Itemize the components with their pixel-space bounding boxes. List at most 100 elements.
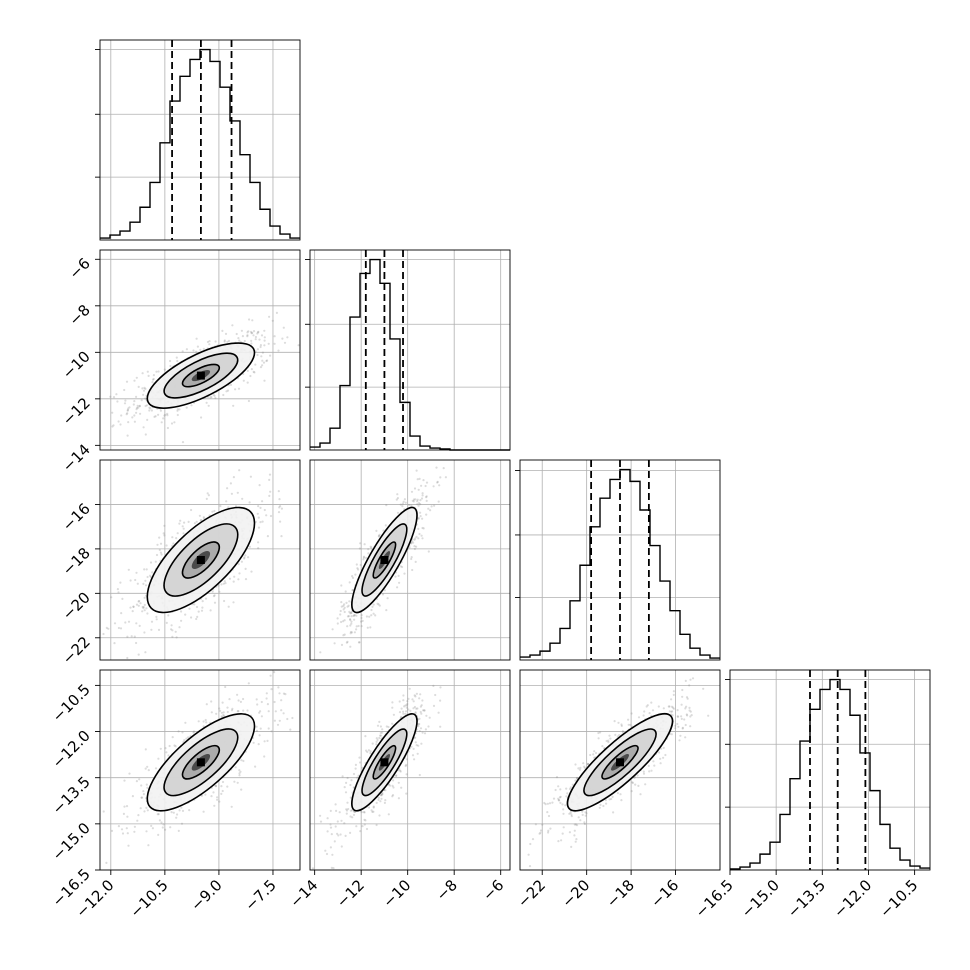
sample-point [119, 627, 123, 630]
sample-point [246, 331, 249, 334]
sample-point [357, 568, 360, 571]
sample-point [353, 613, 356, 617]
sample-point [244, 578, 248, 581]
sample-point [226, 389, 230, 392]
sample-point [261, 520, 264, 523]
sample-point [348, 600, 351, 603]
sample-point [375, 737, 378, 740]
sample-point [399, 769, 402, 772]
sample-point [379, 800, 382, 803]
sample-point [222, 393, 225, 397]
sample-point [425, 714, 428, 717]
sample-point [176, 359, 179, 363]
sample-point [257, 541, 260, 544]
sample-point [119, 423, 122, 426]
sample-point [335, 809, 338, 813]
sample-point [269, 674, 272, 677]
sample-point [415, 545, 418, 548]
sample-point [258, 734, 261, 737]
sample-point [134, 578, 137, 582]
sample-point [147, 844, 150, 847]
sample-point [232, 580, 235, 583]
sample-point [214, 340, 217, 343]
sample-point [250, 339, 253, 342]
sample-point [685, 696, 689, 699]
sample-point [539, 829, 543, 832]
sample-point [405, 706, 408, 709]
sample-point [616, 735, 619, 738]
sample-point [384, 524, 387, 527]
sample-point [145, 607, 148, 610]
sample-point [202, 517, 206, 520]
sample-point [664, 753, 667, 757]
sample-point [195, 617, 198, 621]
sample-point [420, 534, 423, 537]
scatter-panel-2-1 [309, 459, 511, 661]
sample-point [584, 814, 587, 817]
y-tick-label: −12.0 [49, 727, 94, 772]
sample-point [257, 505, 260, 508]
sample-point [547, 829, 550, 832]
sample-point [670, 705, 674, 708]
sample-point [239, 700, 242, 704]
sample-point [642, 772, 646, 775]
sample-point [256, 703, 259, 706]
sample-point [257, 547, 260, 550]
sample-point [379, 734, 382, 737]
y-tick-label: −8 [65, 301, 93, 329]
sample-point [415, 535, 418, 539]
sample-point [181, 441, 185, 444]
sample-point [188, 607, 191, 610]
sample-point [657, 705, 660, 708]
sample-point [254, 335, 257, 339]
sample-point [401, 505, 404, 508]
sample-point [416, 752, 419, 755]
sample-point [349, 618, 352, 622]
sample-point [677, 725, 680, 728]
sample-point [142, 393, 145, 396]
sample-point [350, 631, 354, 634]
sample-point [355, 628, 358, 631]
sample-point [154, 415, 157, 418]
sample-point [391, 794, 395, 797]
sample-point [135, 408, 138, 411]
sample-point [263, 379, 266, 382]
sample-point [329, 846, 332, 849]
sample-point [622, 731, 625, 734]
sample-point [375, 743, 378, 746]
sample-point [389, 784, 392, 787]
sample-point [407, 708, 410, 711]
sample-point [269, 514, 273, 518]
sample-point [107, 627, 110, 630]
sample-point [343, 633, 346, 636]
sample-point [238, 769, 241, 772]
sample-point [143, 568, 146, 571]
sample-point [688, 684, 691, 687]
sample-point [178, 408, 181, 411]
sample-point [164, 828, 167, 831]
sample-point [399, 503, 402, 506]
sample-point [257, 516, 260, 519]
sample-point [670, 710, 673, 713]
sample-point [142, 426, 145, 429]
sample-point [387, 725, 390, 729]
sample-point [609, 737, 612, 740]
sample-point [180, 822, 184, 825]
sample-point [147, 374, 150, 377]
sample-point [423, 709, 426, 712]
x-tick-label: −9.0 [187, 876, 225, 914]
sample-point [598, 806, 601, 809]
sample-point [378, 720, 381, 724]
sample-point [160, 421, 163, 424]
sample-point [146, 575, 149, 579]
sample-point [376, 738, 379, 742]
sample-point [164, 747, 167, 750]
sample-point [256, 353, 259, 357]
sample-point [417, 504, 420, 507]
sample-point [280, 535, 283, 538]
sample-point [402, 710, 405, 713]
sample-point [252, 370, 255, 373]
sample-point [256, 348, 259, 351]
sample-point [140, 784, 143, 787]
sample-point [358, 547, 361, 550]
